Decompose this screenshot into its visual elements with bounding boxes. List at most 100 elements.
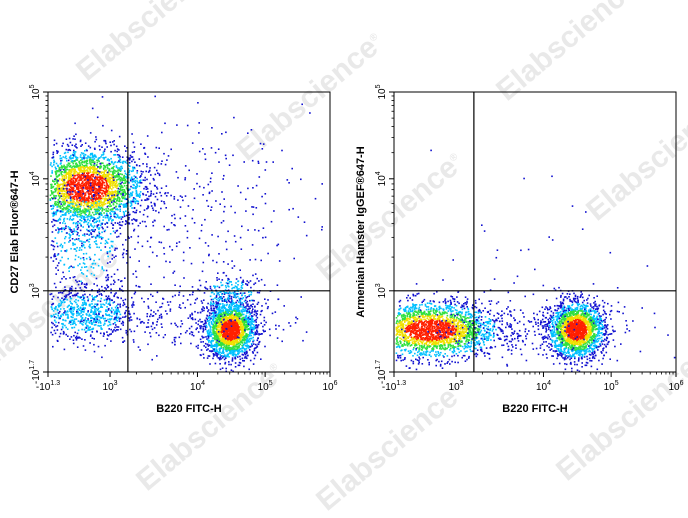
- event-dot: [93, 230, 96, 233]
- event-dot: [82, 308, 84, 310]
- event-dot: [106, 306, 108, 308]
- event-dot: [62, 203, 65, 205]
- event-dot: [90, 224, 92, 227]
- event-dot: [102, 162, 104, 164]
- event-dot: [90, 266, 93, 268]
- event-dot: [206, 318, 209, 321]
- event-dot: [109, 300, 111, 302]
- event-dot: [94, 180, 97, 183]
- event-dot: [84, 317, 87, 319]
- event-dot: [132, 168, 134, 170]
- event-dot: [70, 211, 72, 213]
- event-dot: [104, 229, 107, 232]
- event-dot: [91, 306, 94, 308]
- event-dot: [123, 302, 125, 304]
- event-dot: [53, 205, 55, 208]
- event-dot: [242, 305, 245, 307]
- event-dot: [105, 309, 107, 311]
- event-dot: [87, 207, 90, 209]
- event-dot: [82, 303, 85, 306]
- event-dot: [73, 154, 76, 157]
- event-dot: [74, 258, 77, 261]
- event-dot: [123, 182, 125, 185]
- event-dot: [115, 255, 117, 257]
- event-dot: [81, 180, 84, 183]
- event-dot: [105, 176, 108, 178]
- event-dot: [60, 304, 62, 306]
- event-dot: [231, 360, 234, 362]
- event-dot: [116, 194, 119, 197]
- event-dot: [98, 196, 101, 199]
- event-dot: [60, 315, 63, 318]
- event-dot: [140, 175, 142, 177]
- event-dot: [113, 197, 116, 200]
- event-dot: [232, 332, 235, 335]
- event-dot: [79, 199, 82, 201]
- event-dot: [100, 172, 103, 174]
- event-dot: [88, 175, 90, 177]
- event-dot: [116, 179, 118, 181]
- event-dot: [68, 178, 71, 180]
- event-dot: [253, 349, 256, 352]
- event-dot: [215, 343, 218, 345]
- event-dot: [275, 324, 277, 327]
- event-dot: [50, 244, 53, 246]
- event-dot: [206, 349, 208, 351]
- event-dot: [224, 362, 226, 365]
- event-dot: [114, 154, 117, 156]
- event-dot: [82, 262, 85, 264]
- event-dot: [94, 311, 97, 314]
- event-dot: [138, 185, 141, 188]
- event-dot: [57, 195, 60, 197]
- event-dot: [75, 335, 78, 338]
- event-dot: [74, 168, 76, 171]
- event-dot: [70, 189, 73, 191]
- event-dot: [57, 292, 60, 294]
- event-dot: [74, 138, 76, 140]
- event-dot: [140, 170, 142, 173]
- event-dot: [78, 309, 81, 311]
- event-dot: [85, 184, 88, 186]
- event-dot: [101, 268, 104, 270]
- event-dot: [67, 159, 70, 162]
- event-dot: [221, 351, 224, 353]
- event-dot: [110, 157, 112, 160]
- event-dot: [58, 169, 60, 171]
- event-dot: [83, 175, 86, 178]
- event-dot: [87, 221, 90, 224]
- event-dot: [72, 233, 74, 235]
- event-dot: [115, 182, 118, 184]
- event-dot: [247, 339, 250, 342]
- event-dot: [108, 181, 110, 184]
- event-dot: [71, 181, 74, 183]
- event-dot: [220, 346, 223, 348]
- event-dot: [243, 348, 246, 350]
- event-dot: [118, 203, 121, 206]
- event-dot: [236, 325, 239, 328]
- event-dot: [83, 234, 86, 237]
- event-dot: [95, 218, 97, 220]
- event-dot: [54, 219, 57, 222]
- event-dot: [138, 286, 141, 288]
- event-dot: [211, 323, 214, 326]
- event-dot: [132, 158, 135, 161]
- event-dot: [81, 174, 84, 177]
- event-dot: [166, 229, 168, 231]
- event-dot: [220, 342, 223, 344]
- event-dot: [90, 311, 92, 313]
- event-dot: [97, 196, 100, 199]
- event-dot: [103, 212, 105, 214]
- event-dot: [130, 202, 133, 205]
- event-dot: [63, 298, 65, 301]
- event-dot: [239, 362, 242, 364]
- event-dot: [64, 237, 66, 240]
- event-dot: [102, 195, 104, 197]
- event-dot: [84, 327, 87, 329]
- event-dot: [242, 332, 245, 334]
- event-dot: [92, 216, 94, 219]
- event-dot: [88, 313, 91, 316]
- event-dot: [228, 340, 231, 342]
- event-dot: [68, 308, 71, 311]
- event-dot: [252, 324, 255, 326]
- event-dot: [68, 137, 71, 140]
